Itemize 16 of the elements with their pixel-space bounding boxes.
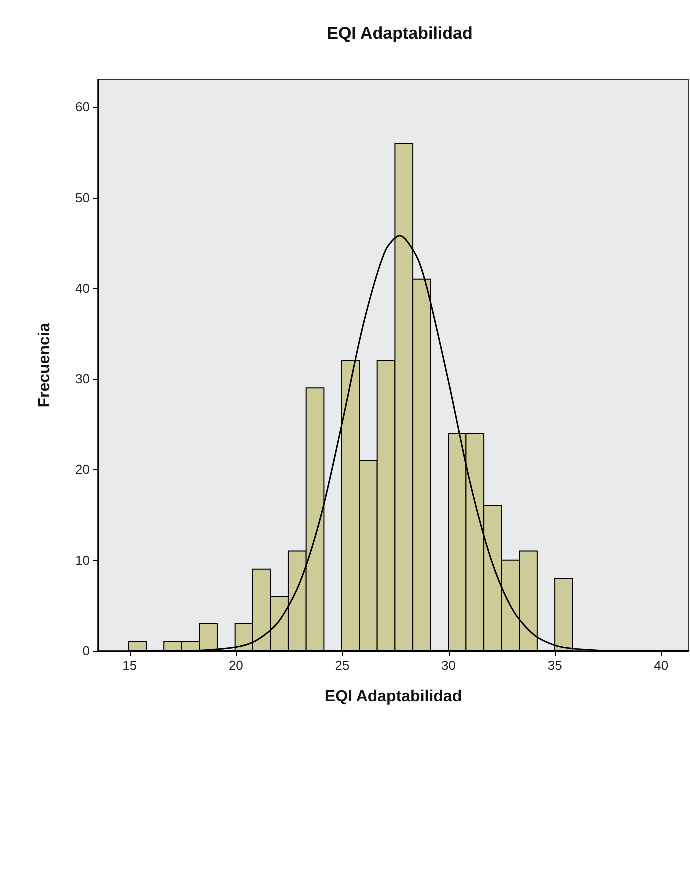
- x-tick-label: 20: [228, 658, 244, 673]
- x-tick-label: 25: [335, 658, 350, 673]
- x-tick-label: 35: [548, 658, 562, 673]
- x-tick-label: 30: [442, 658, 456, 673]
- y-tick-label: 50: [76, 190, 90, 206]
- y-tick-label: 30: [76, 372, 90, 387]
- y-tick-label: 10: [76, 552, 90, 568]
- chart-title: EQI Adaptabilidad: [327, 24, 473, 43]
- y-tick-label: 60: [76, 100, 90, 115]
- y-tick-label: 40: [76, 280, 90, 296]
- x-tick-label: 15: [122, 658, 138, 673]
- y-axis-title: Frecuencia: [36, 323, 54, 408]
- y-tick-label: 0: [82, 644, 90, 658]
- x-axis-title: EQI Adaptabilidad: [324, 688, 462, 706]
- x-tick-label: 40: [654, 658, 669, 673]
- y-tick-label: 20: [76, 462, 90, 478]
